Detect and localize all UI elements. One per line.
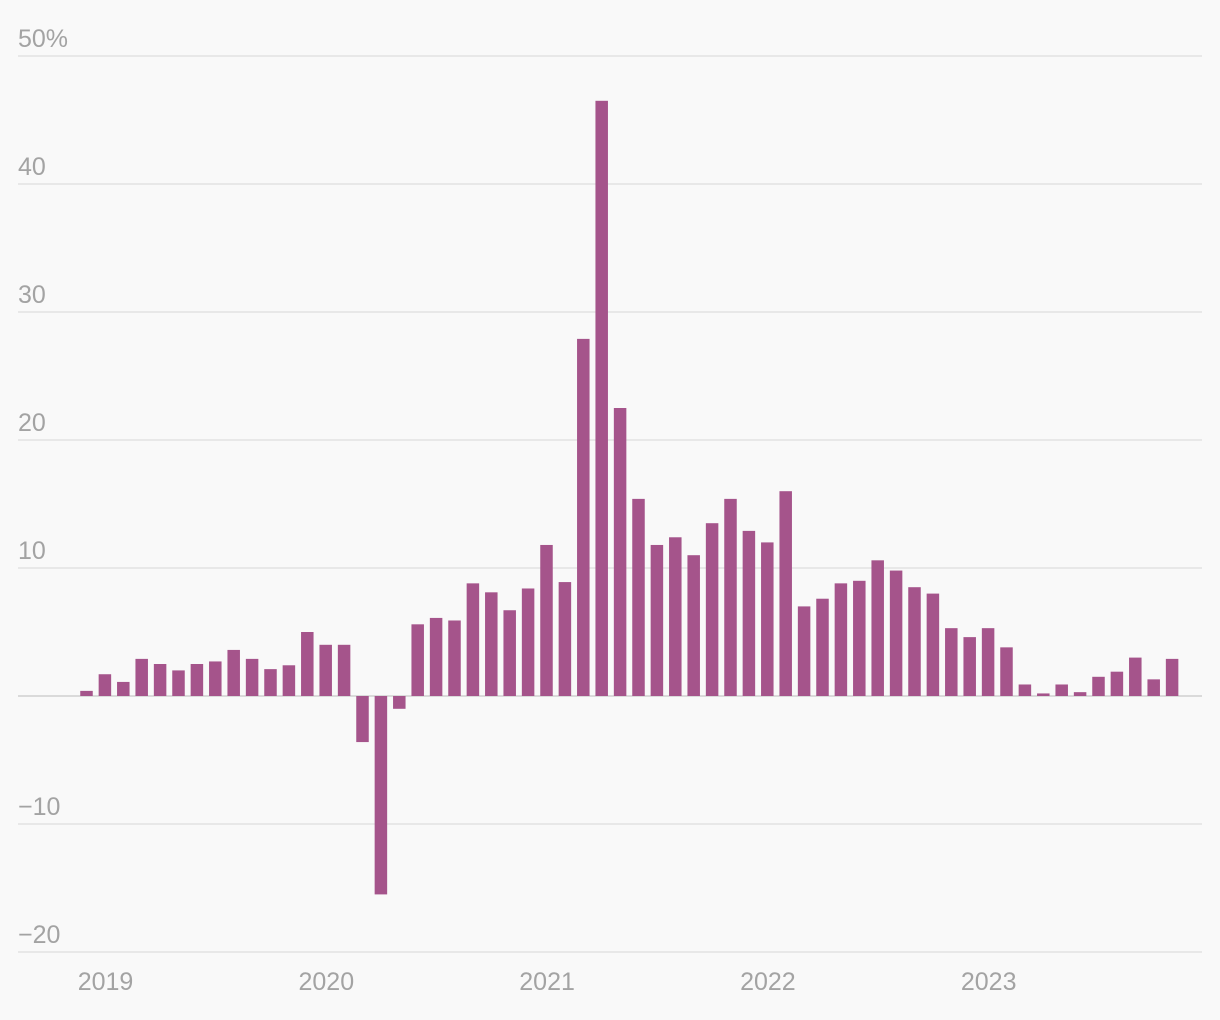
gridlines (18, 55, 1202, 953)
y-tick-label: 30 (18, 281, 46, 309)
y-tick-label: 10 (18, 537, 46, 565)
bar-2019-12 (282, 665, 296, 696)
bar-2023-12 (1165, 658, 1179, 696)
bar-2023-09 (1110, 671, 1124, 696)
bar-2020-04 (356, 696, 369, 743)
bar-2019-06 (172, 670, 185, 696)
bar-2020-07 (411, 624, 424, 696)
bar-2023-04 (1018, 684, 1032, 696)
bar-2023-11 (1147, 679, 1160, 696)
y-tick-label: −10 (18, 793, 60, 821)
y-axis-ticks: 50% 40 30 20 10 −10 −20 (18, 25, 68, 949)
x-axis-ticks: 2019 2020 2021 2022 2023 (78, 968, 1017, 996)
bar-2021-03 (558, 582, 572, 696)
bar-2020-10 (466, 583, 480, 696)
bar-2023-08 (1092, 676, 1105, 696)
bar-2020-09 (448, 620, 461, 696)
bar-2022-10 (908, 587, 921, 696)
bar-2020-02 (319, 644, 332, 696)
bar-2021-09 (669, 537, 682, 696)
bar-2021-11 (705, 523, 719, 696)
bar-2023-02 (981, 628, 995, 696)
bar-2021-12 (724, 498, 737, 696)
bar-2020-03 (337, 644, 351, 696)
bar-2020-06 (393, 696, 406, 709)
bar-2022-05 (816, 598, 829, 696)
bar-2023-07 (1073, 692, 1087, 696)
x-tick-label: 2021 (519, 968, 575, 996)
bar-2022-04 (797, 606, 811, 696)
bar-2019-03 (117, 681, 130, 696)
bar-2021-06 (613, 408, 627, 696)
bar-2022-09 (889, 570, 903, 696)
bar-2023-06 (1055, 684, 1068, 696)
bar-2020-11 (485, 592, 498, 696)
x-tick-label: 2019 (78, 968, 134, 996)
bar-2019-09 (227, 649, 240, 696)
bar-2022-07 (853, 580, 866, 696)
bar-2021-10 (687, 555, 700, 696)
bar-2022-02 (761, 542, 774, 696)
bar-2019-02 (98, 674, 112, 696)
bar-2021-05 (595, 100, 608, 697)
bar-2019-11 (264, 669, 277, 696)
bar-2019-07 (190, 664, 204, 696)
bar-2019-04 (135, 658, 148, 696)
bar-2022-03 (779, 491, 792, 696)
x-tick-label: 2020 (298, 968, 354, 996)
bar-2022-06 (834, 583, 848, 696)
bar-2021-04 (577, 338, 590, 696)
bar-2019-10 (245, 658, 259, 696)
y-tick-label: 40 (18, 153, 46, 181)
bar-2020-05 (374, 696, 388, 895)
bar-2023-05 (1037, 693, 1050, 696)
y-tick-label: 20 (18, 409, 46, 437)
bar-2021-07 (632, 498, 645, 696)
bar-2022-12 (945, 628, 958, 696)
bar-2022-01 (742, 530, 756, 696)
bar-2023-01 (963, 637, 976, 696)
bar-2020-12 (503, 610, 516, 696)
bar-2019-08 (209, 661, 222, 696)
bar-2020-01 (301, 632, 314, 696)
bar-2020-08 (429, 617, 443, 696)
bar-2019-05 (153, 664, 167, 696)
bar-2023-10 (1129, 657, 1142, 696)
x-tick-label: 2023 (961, 968, 1017, 996)
bar-2021-08 (650, 544, 664, 696)
bar-2019-01 (80, 690, 93, 696)
bar-2022-08 (871, 560, 884, 696)
bar-2023-03 (1000, 647, 1013, 696)
y-tick-label: 50% (18, 25, 68, 53)
x-tick-label: 2022 (740, 968, 796, 996)
bar-2021-01 (521, 588, 535, 696)
bar-2021-02 (540, 544, 553, 696)
bar-2022-11 (926, 593, 940, 696)
y-tick-label: −20 (18, 921, 60, 949)
bars (80, 100, 1179, 895)
